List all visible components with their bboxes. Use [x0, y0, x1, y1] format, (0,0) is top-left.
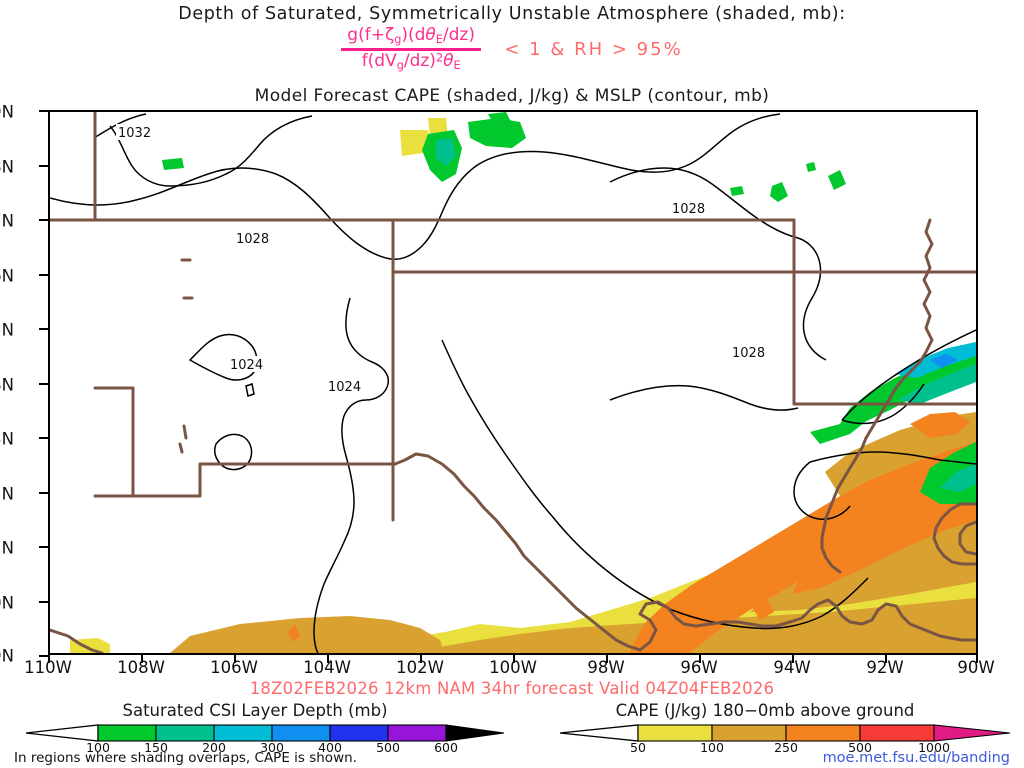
y-axis-label-32N: 32N [0, 484, 14, 503]
cb-csi-tick-200: 200 [202, 740, 226, 755]
formula-block: g(f+ζg)(dθE/dz) f(dVg/dz)2θE < 1 & RH > … [0, 25, 1024, 73]
x-tick [792, 655, 794, 663]
x-axis-label-100W: 100W [489, 658, 537, 677]
y-axis-label-29N: 29N [0, 646, 14, 666]
model-run-line: 18Z02FEB2026 12km NAM 34hr forecast Vali… [249, 679, 775, 698]
cb-cape-tick-50: 50 [630, 740, 646, 755]
contour-label-1024-a: 1024 [230, 358, 263, 373]
cb-csi-tick-600: 600 [434, 740, 458, 755]
formula-fraction: g(f+ζg)(dθE/dz) f(dVg/dz)2θE [341, 25, 481, 73]
y-axis-label-37N: 37N [0, 211, 14, 231]
y-tick [39, 491, 48, 494]
x-axis-label-110W: 110W [24, 658, 72, 677]
x-tick [234, 655, 236, 663]
x-tick [48, 655, 50, 663]
y-axis-label-38N: 38N [0, 157, 14, 176]
x-tick [513, 655, 515, 663]
y-tick [39, 164, 48, 167]
x-axis-label-98W: 98W [587, 658, 625, 677]
y-tick [39, 110, 48, 112]
contour-labels: 1032 1028 1024 1024 1028 1028 [116, 124, 770, 395]
contour-label-1028-c: 1028 [732, 346, 765, 361]
y-tick [39, 328, 48, 330]
x-tick [699, 655, 701, 663]
map-container[interactable]: 1032 1028 1024 1024 1028 1028 [39, 110, 978, 663]
y-tick [39, 382, 48, 385]
x-axis-label-90W: 90W [957, 658, 995, 677]
cape-shading [70, 342, 976, 653]
y-axis-label-31N: 31N [0, 538, 14, 558]
cb-cape-tick-100: 100 [700, 740, 724, 755]
contour-label-1032: 1032 [118, 126, 151, 141]
map-frame: 1032 1028 1024 1024 1028 1028 [48, 110, 978, 655]
contour-label-1028-b: 1028 [672, 202, 705, 217]
y-axis-label-33N: 33N [0, 429, 14, 449]
formula-divider [341, 48, 481, 52]
page-subtitle: Model Forecast CAPE (shaded, J/kg) & MSL… [254, 86, 770, 106]
colorbar-cape-ticks: 50 100 250 500 1000 [560, 740, 1010, 756]
x-axis-label-96W: 96W [680, 658, 718, 677]
x-axis-label-104W: 104W [303, 658, 351, 677]
x-tick [141, 655, 143, 663]
colorbar-csi-svg [25, 724, 505, 742]
colorbar-cape-svg [559, 724, 1011, 742]
colorbar-cape[interactable] [559, 722, 1011, 744]
y-axis-label-34N: 34N [0, 375, 14, 394]
cb-cape-tick-1000: 1000 [918, 740, 950, 755]
x-axis-label-106W: 106W [210, 658, 258, 677]
x-axis-label-108W: 108W [117, 658, 165, 677]
y-axis-label-36N: 36N [0, 266, 14, 285]
x-tick [420, 655, 422, 663]
y-axis-label-30N: 30N [0, 593, 14, 612]
cb-csi-tick-100: 100 [86, 740, 110, 755]
x-tick [606, 655, 608, 663]
state-borders [50, 112, 976, 653]
x-axis-label-92W: 92W [866, 658, 904, 677]
x-tick [885, 655, 887, 663]
cb-csi-tick-300: 300 [260, 740, 284, 755]
y-tick [39, 273, 48, 276]
colorbar-csi-ticks: 100 150 200 300 400 500 600 [26, 740, 504, 756]
formula-condition: < 1 & RH > 95% [504, 39, 683, 61]
formula-numerator: g(f+ζg)(dθE/dz) [347, 25, 475, 47]
x-tick [976, 655, 978, 663]
x-axis-label-102W: 102W [396, 658, 444, 677]
source-url-link[interactable]: moe.met.fsu.edu/banding [822, 750, 1010, 766]
x-tick [327, 655, 329, 663]
contour-label-1024-b: 1024 [328, 380, 361, 395]
map-canvas: 1032 1028 1024 1024 1028 1028 [50, 112, 976, 653]
y-tick [39, 600, 48, 603]
cb-csi-tick-150: 150 [144, 740, 168, 755]
colorbar-cape-title: CAPE (J/kg) 180−0mb above ground [615, 701, 915, 720]
contour-label-1028-a: 1028 [236, 232, 269, 247]
y-tick [39, 437, 48, 439]
x-axis-label-94W: 94W [773, 658, 811, 677]
colorbar-csi-title: Saturated CSI Layer Depth (mb) [122, 701, 388, 720]
cb-cape-tick-250: 250 [774, 740, 798, 755]
page-title: Depth of Saturated, Symmetrically Unstab… [178, 4, 846, 24]
y-axis-label-35N: 35N [0, 320, 14, 340]
cb-cape-tick-500: 500 [848, 740, 872, 755]
colorbar-csi[interactable] [25, 722, 505, 744]
y-tick [39, 546, 48, 548]
y-axis-label-39N: 39N [0, 102, 14, 122]
y-tick [39, 219, 48, 221]
overlap-note: In regions where shading overlaps, CAPE … [14, 750, 357, 766]
cb-csi-tick-400: 400 [318, 740, 342, 755]
cb-csi-tick-500: 500 [376, 740, 400, 755]
y-tick [39, 655, 48, 657]
formula-denominator: f(dVg/dz)2θE [361, 51, 461, 73]
csi-shading-north [162, 112, 846, 202]
